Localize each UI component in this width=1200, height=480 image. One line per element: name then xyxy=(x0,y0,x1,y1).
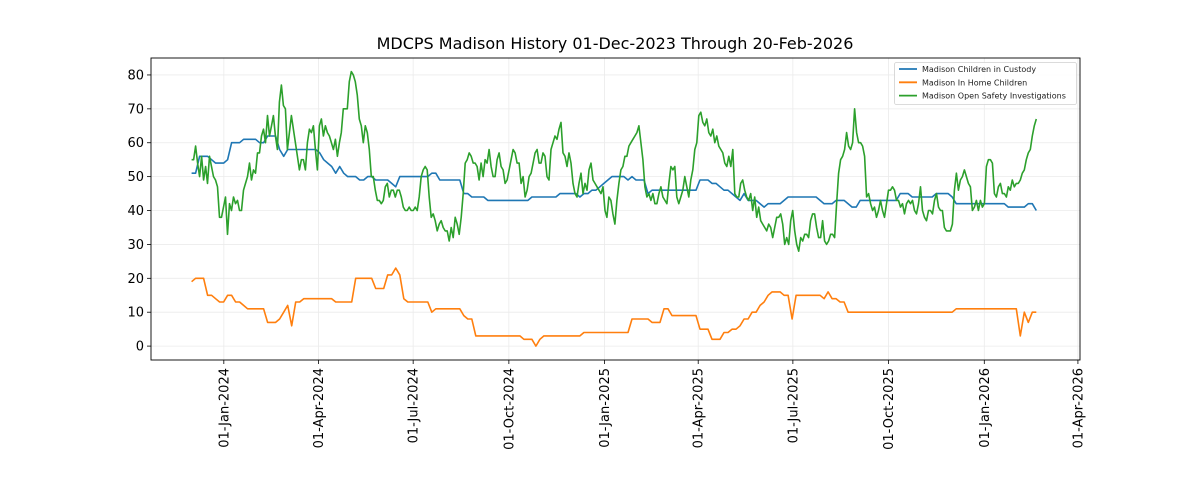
y-tick-label: 40 xyxy=(127,204,144,219)
x-tick-label: 01-Jul-2025 xyxy=(786,368,801,443)
x-tick-label: 01-Jan-2026 xyxy=(978,368,993,448)
legend-label: Madison Children in Custody xyxy=(922,65,1036,74)
y-tick-label: 10 xyxy=(127,306,144,321)
y-tick-label: 30 xyxy=(127,238,144,253)
x-tick-label: 01-Jul-2024 xyxy=(407,368,422,443)
y-axis: 0 10 20 30 40 50 60 70 80 xyxy=(127,68,151,355)
x-tick-label: 01-Jan-2025 xyxy=(598,368,613,448)
chart-title: MDCPS Madison History 01-Dec-2023 Throug… xyxy=(377,34,854,53)
x-tick-label: 01-Apr-2025 xyxy=(692,368,707,448)
x-tick-label: 01-Apr-2026 xyxy=(1071,368,1086,448)
y-tick-label: 70 xyxy=(127,102,144,117)
series-line-2 xyxy=(191,267,1037,347)
series-lines xyxy=(191,70,1038,347)
y-tick-label: 60 xyxy=(127,136,144,151)
legend: Madison Children in Custody Madison In Ho… xyxy=(894,62,1077,105)
series-line-3 xyxy=(191,70,1038,252)
x-tick-label: 01-Apr-2024 xyxy=(312,368,327,448)
x-tick-label: 01-Jan-2024 xyxy=(217,368,232,448)
x-tick-label: 01-Oct-2025 xyxy=(882,368,897,450)
x-tick-label: 01-Oct-2024 xyxy=(502,368,517,450)
y-tick-label: 80 xyxy=(127,68,144,83)
x-axis: 01-Jan-2024 01-Apr-2024 01-Jul-2024 01-Oct-… xyxy=(217,360,1086,450)
legend-box xyxy=(894,62,1077,105)
y-tick-label: 50 xyxy=(127,170,144,185)
y-tick-label: 0 xyxy=(136,340,144,355)
legend-label: Madison In Home Children xyxy=(922,78,1027,87)
y-tick-label: 20 xyxy=(127,272,144,287)
series-line-1 xyxy=(191,135,1037,211)
axes-frame xyxy=(150,57,1081,361)
legend-label: Madison Open Safety Investigations xyxy=(922,92,1066,101)
